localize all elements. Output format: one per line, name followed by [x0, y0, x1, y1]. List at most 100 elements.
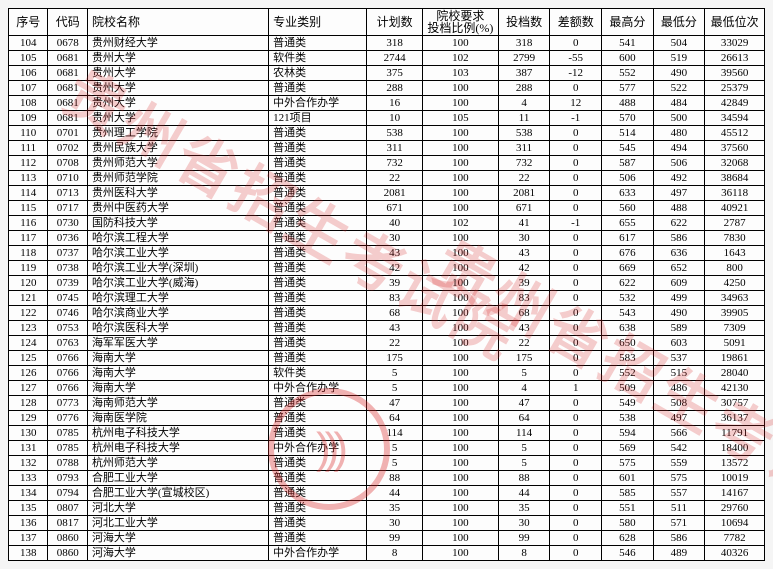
cell-seq: 111 — [9, 141, 48, 156]
cell-seq: 125 — [9, 351, 48, 366]
cell-min: 480 — [653, 126, 705, 141]
cell-diff: 0 — [550, 351, 602, 366]
cell-rank: 11791 — [705, 426, 765, 441]
cell-name: 河海大学 — [87, 531, 268, 546]
cell-seq: 115 — [9, 201, 48, 216]
cell-rank: 13572 — [705, 456, 765, 471]
cell-ratio: 100 — [422, 516, 498, 531]
cell-ratio: 103 — [422, 66, 498, 81]
table-row: 1040678贵州财经大学普通类318100318054150433029 — [9, 36, 765, 51]
cell-rank: 40921 — [705, 201, 765, 216]
cell-type: 普通类 — [269, 351, 367, 366]
cell-cast: 8 — [498, 546, 550, 561]
cell-code: 0717 — [48, 201, 87, 216]
cell-name: 国防科技大学 — [87, 216, 268, 231]
cell-ratio: 100 — [422, 186, 498, 201]
cell-cast: 538 — [498, 126, 550, 141]
table-row: 1130710贵州师范学院普通类2210022050649238684 — [9, 171, 765, 186]
cell-code: 0708 — [48, 156, 87, 171]
cell-type: 普通类 — [269, 336, 367, 351]
cell-cast: 288 — [498, 81, 550, 96]
cell-ratio: 100 — [422, 471, 498, 486]
cell-type: 普通类 — [269, 321, 367, 336]
cell-name: 贵州大学 — [87, 51, 268, 66]
cell-cast: 68 — [498, 306, 550, 321]
cell-ratio: 100 — [422, 411, 498, 426]
cell-plan: 8 — [367, 546, 423, 561]
cell-diff: 0 — [550, 171, 602, 186]
cell-type: 普通类 — [269, 471, 367, 486]
cell-name: 杭州电子科技大学 — [87, 426, 268, 441]
cell-seq: 104 — [9, 36, 48, 51]
table-row: 1120708贵州师范大学普通类732100732058750632068 — [9, 156, 765, 171]
cell-seq: 105 — [9, 51, 48, 66]
cell-ratio: 100 — [422, 366, 498, 381]
cell-ratio: 100 — [422, 501, 498, 516]
cell-cast: 311 — [498, 141, 550, 156]
cell-code: 0817 — [48, 516, 87, 531]
cell-min: 488 — [653, 201, 705, 216]
cell-cast: 42 — [498, 261, 550, 276]
cell-diff: 0 — [550, 291, 602, 306]
cell-rank: 1643 — [705, 246, 765, 261]
cell-ratio: 100 — [422, 456, 498, 471]
cell-diff: 0 — [550, 426, 602, 441]
cell-seq: 132 — [9, 456, 48, 471]
cell-cast: 2799 — [498, 51, 550, 66]
header-row: 序号代码院校名称专业类别计划数院校要求投档比例(%)投档数差额数最高分最低分最低… — [9, 9, 765, 36]
cell-plan: 16 — [367, 96, 423, 111]
cell-code: 0701 — [48, 126, 87, 141]
cell-code: 0807 — [48, 501, 87, 516]
cell-name: 贵州师范学院 — [87, 171, 268, 186]
cell-diff: 0 — [550, 156, 602, 171]
cell-diff: -55 — [550, 51, 602, 66]
cell-seq: 116 — [9, 216, 48, 231]
cell-cast: 30 — [498, 516, 550, 531]
cell-rank: 26613 — [705, 51, 765, 66]
cell-plan: 47 — [367, 396, 423, 411]
cell-seq: 137 — [9, 531, 48, 546]
table-row: 1300785杭州电子科技大学普通类114100114059456611791 — [9, 426, 765, 441]
table-head: 序号代码院校名称专业类别计划数院校要求投档比例(%)投档数差额数最高分最低分最低… — [9, 9, 765, 36]
cell-ratio: 100 — [422, 96, 498, 111]
cell-type: 普通类 — [269, 531, 367, 546]
cell-max: 532 — [602, 291, 654, 306]
cell-diff: -1 — [550, 216, 602, 231]
cell-cast: 732 — [498, 156, 550, 171]
cell-name: 哈尔滨工业大学(深圳) — [87, 261, 268, 276]
cell-max: 575 — [602, 456, 654, 471]
table-row: 1320788杭州师范大学普通类51005057555913572 — [9, 456, 765, 471]
cell-ratio: 100 — [422, 381, 498, 396]
cell-seq: 119 — [9, 261, 48, 276]
cell-cast: 2081 — [498, 186, 550, 201]
cell-type: 软件类 — [269, 366, 367, 381]
cell-max: 601 — [602, 471, 654, 486]
cell-name: 海军军医大学 — [87, 336, 268, 351]
cell-type: 普通类 — [269, 411, 367, 426]
col-rank: 最低位次 — [705, 9, 765, 36]
cell-max: 541 — [602, 36, 654, 51]
cell-type: 普通类 — [269, 426, 367, 441]
table-row: 1170736哈尔滨工程大学普通类301003006175867830 — [9, 231, 765, 246]
cell-max: 580 — [602, 516, 654, 531]
cell-cast: 35 — [498, 501, 550, 516]
cell-code: 0745 — [48, 291, 87, 306]
cell-rank: 7830 — [705, 231, 765, 246]
cell-type: 中外合作办学 — [269, 546, 367, 561]
cell-seq: 135 — [9, 501, 48, 516]
cell-max: 594 — [602, 426, 654, 441]
table-row: 1280773海南师范大学普通类4710047054950830757 — [9, 396, 765, 411]
cell-plan: 30 — [367, 516, 423, 531]
cell-cast: 39 — [498, 276, 550, 291]
cell-min: 589 — [653, 321, 705, 336]
cell-name: 哈尔滨工业大学(威海) — [87, 276, 268, 291]
table-row: 1080681贵州大学中外合作办学1610041248848442849 — [9, 96, 765, 111]
cell-plan: 2081 — [367, 186, 423, 201]
table-row: 1240763海军军医大学普通类221002206506035091 — [9, 336, 765, 351]
cell-min: 504 — [653, 36, 705, 51]
cell-min: 603 — [653, 336, 705, 351]
cell-code: 0860 — [48, 546, 87, 561]
cell-diff: 0 — [550, 81, 602, 96]
cell-rank: 34963 — [705, 291, 765, 306]
cell-seq: 130 — [9, 426, 48, 441]
